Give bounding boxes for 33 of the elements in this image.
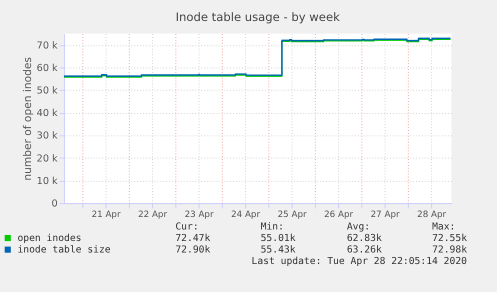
legend-label: inode table size xyxy=(17,244,111,256)
text: 72.47k xyxy=(175,232,210,244)
y-tick-label: 10 k xyxy=(36,176,58,187)
x-tick-label: 26 Apr xyxy=(324,210,354,220)
y-tick-label: 0 xyxy=(51,198,58,210)
x-tick-label: 23 Apr xyxy=(184,210,214,220)
text: 62.83k xyxy=(346,232,382,244)
x-tick-label: 27 Apr xyxy=(370,210,400,220)
x-tick-label: 22 Apr xyxy=(138,210,168,220)
y-tick-label: 30 k xyxy=(36,130,58,142)
text: Last update: Tue Apr 28 22:05:14 2020 xyxy=(252,256,468,268)
text: Cur: xyxy=(175,221,199,232)
text: 72.90k xyxy=(175,244,210,256)
text: Avg: xyxy=(346,221,370,232)
x-tick-label: 24 Apr xyxy=(231,210,260,220)
y-axis-title: number of open inodes xyxy=(20,56,34,181)
text: 72.55k xyxy=(432,232,468,244)
text: 55.01k xyxy=(260,232,296,244)
y-tick-label: 70 k xyxy=(36,40,58,52)
text: 63.26k xyxy=(346,244,382,256)
text: Min: xyxy=(260,221,284,232)
chart-title: Inode table usage - by week xyxy=(176,10,340,24)
x-tick-label: 21 Apr xyxy=(92,210,121,220)
y-tick-label: 60 k xyxy=(36,62,58,74)
text: Max: xyxy=(432,221,456,232)
y-tick-label: 50 k xyxy=(36,86,58,97)
y-tick-label: 20 k xyxy=(36,153,58,164)
legend-label: open inodes xyxy=(17,232,82,244)
text: 55.43k xyxy=(260,244,296,256)
x-tick-label: 25 Apr xyxy=(278,210,307,220)
text: 72.98k xyxy=(432,244,468,256)
y-tick-label: 40 k xyxy=(36,108,58,120)
x-tick-label: 28 Apr xyxy=(417,210,446,220)
